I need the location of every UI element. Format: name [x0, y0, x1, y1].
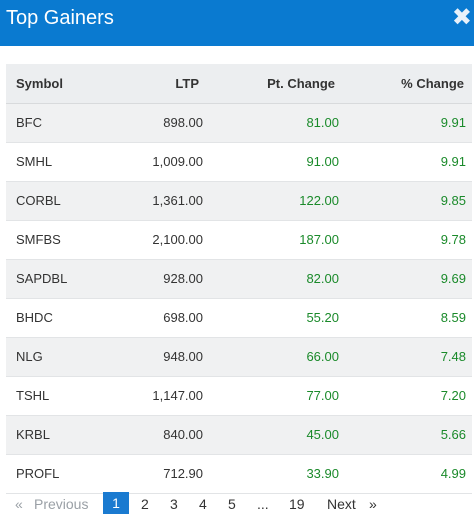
pct-change-cell: 9.91	[440, 154, 466, 169]
next-button[interactable]: Next	[327, 496, 356, 512]
ltp-cell: 1,147.00	[152, 388, 203, 403]
pct-change-cell: 9.85	[440, 193, 466, 208]
symbol-cell[interactable]: PROFL	[16, 466, 60, 481]
column-header-pct-change[interactable]: % Change	[339, 64, 472, 104]
pt-change-cell: 45.00	[306, 427, 339, 442]
table-row[interactable]: KRBL 840.00 45.00 5.66	[6, 415, 472, 454]
table-row[interactable]: BFC 898.00 81.00 9.91	[6, 103, 472, 142]
table-row[interactable]: NLG 948.00 66.00 7.48	[6, 337, 472, 376]
pct-change-cell: 7.48	[440, 349, 466, 364]
ltp-cell: 1,009.00	[152, 154, 203, 169]
pt-change-cell: 55.20	[306, 310, 339, 325]
table-body: BFC 898.00 81.00 9.91 SMHL 1,009.00 91.0…	[6, 103, 472, 493]
pt-change-cell: 66.00	[306, 349, 339, 364]
pt-change-cell: 122.00	[299, 193, 339, 208]
symbol-cell[interactable]: BHDC	[16, 310, 53, 325]
modal-header: Top Gainers ✖	[0, 0, 474, 46]
gainers-table-container: Symbol LTP Pt. Change % Change BFC 898.0…	[6, 64, 472, 494]
symbol-cell[interactable]: CORBL	[16, 193, 61, 208]
ltp-cell: 1,361.00	[152, 193, 203, 208]
pagination-ellipsis: ...	[257, 496, 269, 512]
pt-change-cell: 82.00	[306, 271, 339, 286]
close-icon[interactable]: ✖	[451, 4, 472, 31]
symbol-cell[interactable]: NLG	[16, 349, 43, 364]
table-row[interactable]: SMHL 1,009.00 91.00 9.91	[6, 142, 472, 181]
column-header-pt-change[interactable]: Pt. Change	[203, 64, 339, 104]
table-row[interactable]: PROFL 712.90 33.90 4.99	[6, 454, 472, 493]
pt-change-cell: 77.00	[306, 388, 339, 403]
last-page-icon[interactable]: »	[369, 496, 377, 512]
pagination: « Previous 1 2 3 4 5 ... 19 Next »	[0, 492, 474, 516]
table-row[interactable]: TSHL 1,147.00 77.00 7.20	[6, 376, 472, 415]
gainers-table: Symbol LTP Pt. Change % Change BFC 898.0…	[6, 64, 472, 494]
page-button-1[interactable]: 1	[103, 492, 129, 514]
table-row[interactable]: CORBL 1,361.00 122.00 9.85	[6, 181, 472, 220]
symbol-cell[interactable]: KRBL	[16, 427, 50, 442]
symbol-cell[interactable]: TSHL	[16, 388, 50, 403]
ltp-cell: 712.90	[163, 466, 203, 481]
ltp-cell: 2,100.00	[152, 232, 203, 247]
pt-change-cell: 91.00	[306, 154, 339, 169]
page-button-3[interactable]: 3	[170, 496, 178, 512]
pct-change-cell: 4.99	[440, 466, 466, 481]
pt-change-cell: 187.00	[299, 232, 339, 247]
table-row[interactable]: BHDC 698.00 55.20 8.59	[6, 298, 472, 337]
pt-change-cell: 81.00	[306, 115, 339, 130]
page-button-19[interactable]: 19	[289, 496, 305, 512]
pct-change-cell: 9.69	[440, 271, 466, 286]
page-button-4[interactable]: 4	[199, 496, 207, 512]
table-header-row: Symbol LTP Pt. Change % Change	[6, 64, 472, 104]
ltp-cell: 948.00	[163, 349, 203, 364]
column-header-ltp[interactable]: LTP	[108, 64, 203, 104]
first-page-icon: «	[15, 496, 23, 512]
pct-change-cell: 9.78	[440, 232, 466, 247]
ltp-cell: 928.00	[163, 271, 203, 286]
pct-change-cell: 5.66	[440, 427, 466, 442]
ltp-cell: 840.00	[163, 427, 203, 442]
page-button-2[interactable]: 2	[141, 496, 149, 512]
symbol-cell[interactable]: BFC	[16, 115, 42, 130]
symbol-cell[interactable]: SAPDBL	[16, 271, 68, 286]
symbol-cell[interactable]: SMHL	[16, 154, 53, 169]
previous-button: Previous	[34, 496, 89, 512]
symbol-cell[interactable]: SMFBS	[16, 232, 61, 247]
ltp-cell: 698.00	[163, 310, 203, 325]
pct-change-cell: 8.59	[440, 310, 466, 325]
column-header-symbol[interactable]: Symbol	[6, 64, 108, 104]
pct-change-cell: 9.91	[440, 115, 466, 130]
table-row[interactable]: SAPDBL 928.00 82.00 9.69	[6, 259, 472, 298]
pt-change-cell: 33.90	[306, 466, 339, 481]
ltp-cell: 898.00	[163, 115, 203, 130]
pct-change-cell: 7.20	[440, 388, 466, 403]
table-row[interactable]: SMFBS 2,100.00 187.00 9.78	[6, 220, 472, 259]
modal-title: Top Gainers	[6, 7, 114, 29]
page-button-5[interactable]: 5	[228, 496, 236, 512]
